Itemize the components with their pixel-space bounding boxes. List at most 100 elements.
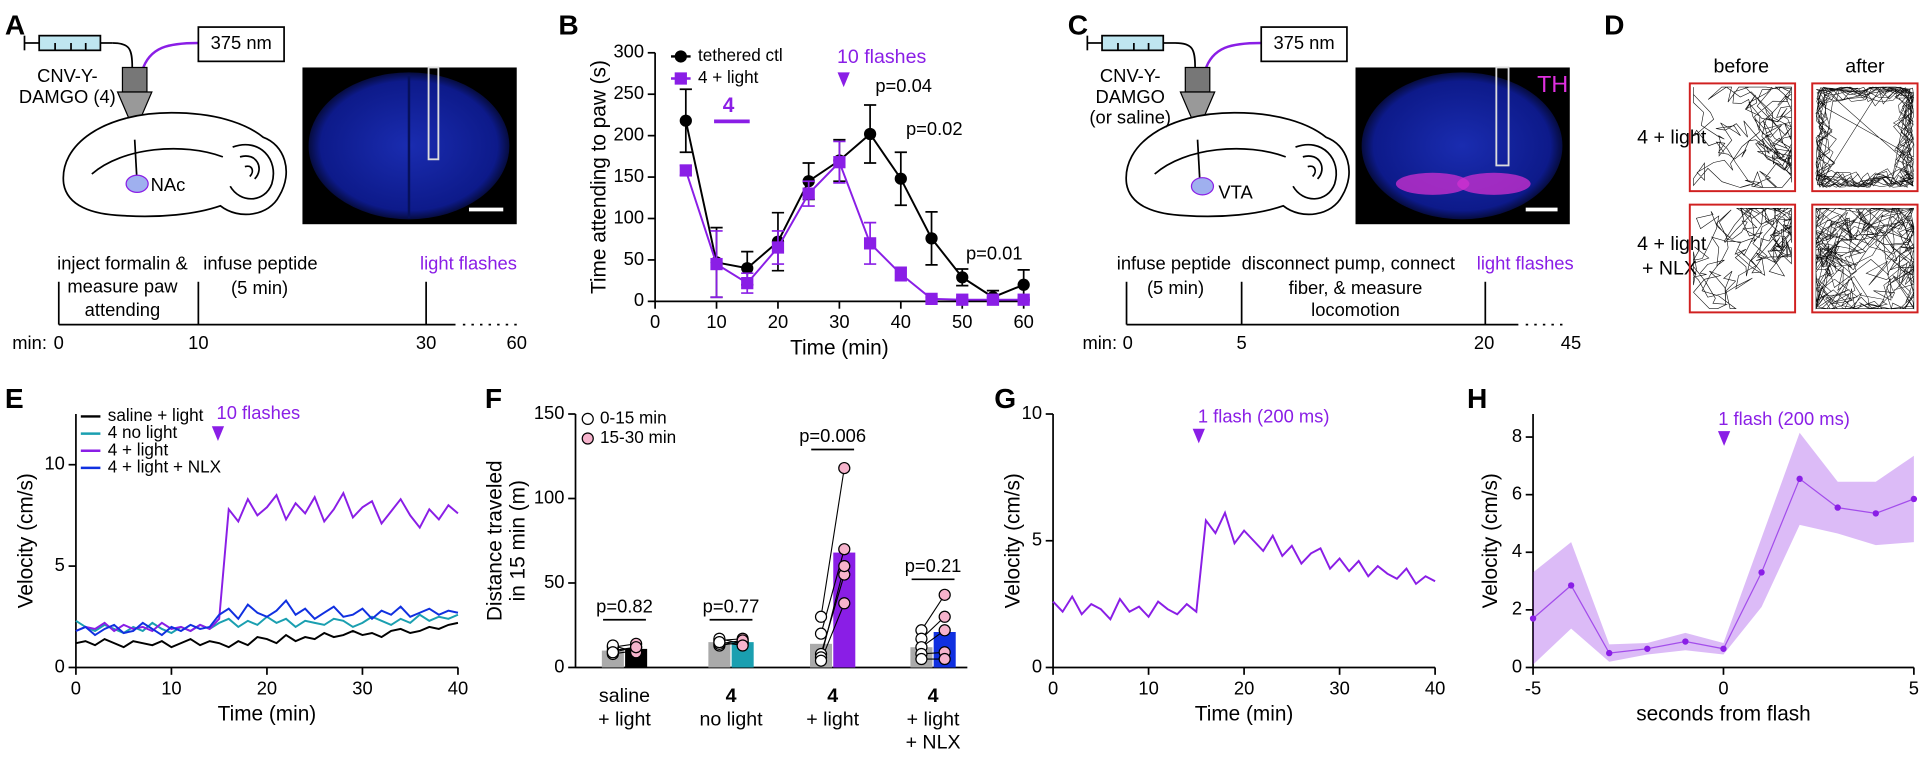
x-tick-label: 0 [1048,677,1058,698]
timeline-tick-label: 10 [188,332,208,353]
panel-label: B [558,10,578,41]
marker [1567,582,1575,589]
legend-label: 15-30 min [600,427,676,447]
point [915,652,928,666]
column-label: before [1713,56,1769,78]
x-axis-label: Time (min) [1195,703,1294,726]
y-tick-label: 0 [554,655,564,676]
legend-marker [674,72,687,85]
light-source: 375 nm [1273,32,1334,53]
bar [731,642,754,668]
track-trace [1815,86,1915,189]
injection-site [125,174,149,193]
legend-marker [674,50,687,63]
peptide-label: DAMGO [1096,86,1165,107]
panel-label: F [485,383,502,414]
marker [986,293,1000,306]
point [713,636,726,649]
marker [1682,638,1689,645]
light-source: 375 nm [211,32,272,53]
point [938,610,951,623]
timeline-tick-label: 30 [416,332,436,353]
marker [894,267,907,281]
y-tick-label: 0 [1032,655,1042,676]
y-tick-label: 0 [55,655,65,676]
x-tick-label: 10 [706,311,726,332]
point [736,639,749,652]
x-tick-label: 40 [448,677,468,698]
y-tick-label: 4 [1512,540,1522,561]
marker [741,277,754,290]
flash-marker [837,72,850,88]
series-line [75,598,459,637]
th-signal [1395,172,1470,195]
flash-marker [1192,428,1205,444]
marker [956,271,969,284]
marker [956,293,969,306]
x-tick-label: 20 [1234,677,1254,698]
marker [1834,504,1841,511]
panel-label: G [994,383,1016,414]
y-axis-label: Velocity (cm/s) [1479,473,1502,608]
stain-label: TH [1537,71,1568,97]
annotation: 1 flash (200 ms) [1718,408,1850,429]
marker [863,237,877,250]
marker [863,127,877,141]
marker [1872,510,1879,517]
arena-border [1811,82,1919,193]
point [838,597,851,610]
track-trace [1692,207,1792,310]
p-value: p=0.21 [905,555,962,576]
annotation: 1 flash (200 ms) [1198,406,1330,427]
marker [679,164,692,177]
timeline-event: infuse peptide [1117,252,1231,273]
region-label: NAc [151,174,186,195]
panel-label: C [1068,10,1088,41]
timeline-event: locomotion [1311,299,1400,320]
annotation: p=0.01 [966,243,1023,264]
timeline-tick-label: 0 [54,332,64,353]
flash-marker [1717,431,1731,446]
y-tick-label: 2 [1512,598,1522,619]
timeline-tick-label: 0 [1123,332,1133,353]
point [814,654,828,667]
x-tick-label: 20 [768,311,788,332]
y-tick-label: 6 [1512,483,1522,504]
x-tick-label: 30 [1329,677,1349,698]
x-tick-label: + light [598,708,651,730]
row-label: 4 + light [1637,127,1707,149]
marker [1720,645,1727,652]
series-line [75,490,459,633]
x-axis-label: Time (min) [218,703,317,726]
y-tick-label: 10 [1022,402,1042,423]
timeline-event: infuse peptide [203,252,317,273]
x-tick-label: 60 [1013,311,1033,332]
x-tick-label: 0 [650,311,660,332]
timeline-event: measure paw [67,276,178,297]
y-tick-label: 10 [44,453,64,474]
x-tick-label: 10 [161,677,181,698]
column-label: after [1845,56,1885,78]
point [838,559,851,573]
fiber-track [1495,66,1510,167]
point [606,646,619,659]
marker [1758,569,1765,576]
marker [1017,278,1030,291]
bar [708,642,731,668]
x-tick-label: 50 [952,311,972,332]
x-tick-label: 5 [1909,677,1919,698]
timeline-event: light flashes [1477,252,1574,273]
legend-label: 4 + light + NLX [108,456,222,476]
annotation: 10 flashes [837,46,926,68]
track-trace [1692,86,1793,189]
series-line [1052,510,1436,622]
y-axis-label: Time attending to paw (s) [588,60,611,294]
x-axis-label: seconds from flash [1636,703,1811,726]
p-value: p=0.77 [703,595,760,616]
bar [833,552,856,668]
legend-label: 0-15 min [600,407,667,427]
y-axis-label: in 15 min (m) [507,480,530,601]
x-tick-label: + light [907,708,960,730]
marker [1017,293,1030,306]
